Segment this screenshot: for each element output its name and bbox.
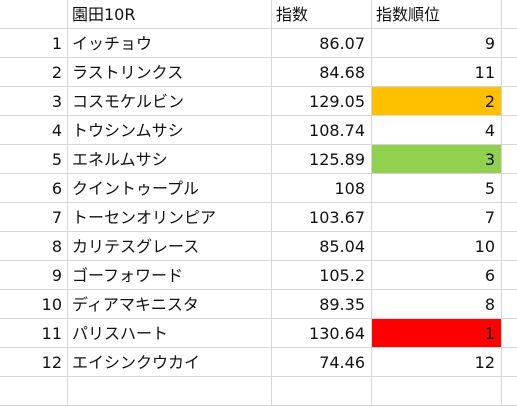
rank-cell[interactable]: 7 <box>372 203 502 232</box>
index-cell[interactable]: 105.2 <box>272 261 372 290</box>
cell-empty[interactable] <box>502 203 517 232</box>
header-cell-blank[interactable] <box>0 0 68 29</box>
index-cell[interactable]: 103.67 <box>272 203 372 232</box>
horse-name-cell[interactable]: エイシンクウカイ <box>68 348 272 377</box>
index-cell[interactable]: 86.07 <box>272 29 372 58</box>
table-row: 4 トウシンムサシ 108.74 4 <box>0 116 517 145</box>
rank-cell[interactable]: 3 <box>372 145 502 174</box>
cell-empty[interactable] <box>502 348 517 377</box>
row-number-cell[interactable]: 9 <box>0 261 68 290</box>
cell-empty[interactable] <box>502 87 517 116</box>
row-number-cell[interactable]: 10 <box>0 290 68 319</box>
horse-name-cell[interactable]: クイントゥープル <box>68 174 272 203</box>
index-cell[interactable]: 130.64 <box>272 319 372 348</box>
horse-name-cell[interactable]: ディアマキニスタ <box>68 290 272 319</box>
rank-cell[interactable]: 5 <box>372 174 502 203</box>
cell-empty[interactable] <box>502 145 517 174</box>
cell-empty[interactable] <box>502 0 517 29</box>
index-cell[interactable]: 129.05 <box>272 87 372 116</box>
horse-name-cell[interactable]: トウシンムサシ <box>68 116 272 145</box>
cell-empty[interactable] <box>502 116 517 145</box>
table-row: 2 ラストリンクス 84.68 11 <box>0 58 517 87</box>
rank-cell[interactable]: 12 <box>372 348 502 377</box>
horse-name-cell[interactable]: コスモケルビン <box>68 87 272 116</box>
empty-row <box>0 377 517 406</box>
rank-cell[interactable]: 2 <box>372 87 502 116</box>
table-row: 10 ディアマキニスタ 89.35 8 <box>0 290 517 319</box>
row-number-cell[interactable]: 5 <box>0 145 68 174</box>
header-cell-name[interactable]: 園田10R <box>68 0 272 29</box>
rank-cell[interactable]: 1 <box>372 319 502 348</box>
horse-name-cell[interactable]: カリテスグレース <box>68 232 272 261</box>
index-cell[interactable]: 84.68 <box>272 58 372 87</box>
rank-cell[interactable]: 11 <box>372 58 502 87</box>
cell-empty[interactable] <box>502 261 517 290</box>
cell-empty[interactable] <box>502 290 517 319</box>
cell-empty[interactable] <box>502 29 517 58</box>
cell-empty[interactable] <box>372 377 502 406</box>
row-number-cell[interactable]: 4 <box>0 116 68 145</box>
index-cell[interactable]: 125.89 <box>272 145 372 174</box>
horse-name-cell[interactable]: パリスハート <box>68 319 272 348</box>
row-number-cell[interactable]: 1 <box>0 29 68 58</box>
row-number-cell[interactable]: 11 <box>0 319 68 348</box>
cell-empty[interactable] <box>502 319 517 348</box>
table-row: 11 パリスハート 130.64 1 <box>0 319 517 348</box>
table-row: 8 カリテスグレース 85.04 10 <box>0 232 517 261</box>
table-row: 12 エイシンクウカイ 74.46 12 <box>0 348 517 377</box>
index-cell[interactable]: 89.35 <box>272 290 372 319</box>
horse-name-cell[interactable]: ゴーフォワード <box>68 261 272 290</box>
cell-empty[interactable] <box>68 377 272 406</box>
table-row: 5 エネルムサシ 125.89 3 <box>0 145 517 174</box>
index-cell[interactable]: 85.04 <box>272 232 372 261</box>
header-row: 園田10R 指数 指数順位 <box>0 0 517 29</box>
header-cell-index[interactable]: 指数 <box>272 0 372 29</box>
header-cell-rank[interactable]: 指数順位 <box>372 0 502 29</box>
table-row: 9 ゴーフォワード 105.2 6 <box>0 261 517 290</box>
horse-name-cell[interactable]: エネルムサシ <box>68 145 272 174</box>
cell-empty[interactable] <box>502 58 517 87</box>
cell-empty[interactable] <box>272 377 372 406</box>
cell-empty[interactable] <box>502 377 517 406</box>
index-cell[interactable]: 74.46 <box>272 348 372 377</box>
table-row: 6 クイントゥープル 108 5 <box>0 174 517 203</box>
row-number-cell[interactable]: 12 <box>0 348 68 377</box>
index-cell[interactable]: 108 <box>272 174 372 203</box>
row-number-cell[interactable]: 6 <box>0 174 68 203</box>
rank-cell[interactable]: 8 <box>372 290 502 319</box>
row-number-cell[interactable]: 7 <box>0 203 68 232</box>
cell-empty[interactable] <box>0 377 68 406</box>
table-row: 7 トーセンオリンピア 103.67 7 <box>0 203 517 232</box>
table-row: 1 イッチョウ 86.07 9 <box>0 29 517 58</box>
row-number-cell[interactable]: 2 <box>0 58 68 87</box>
rank-cell[interactable]: 4 <box>372 116 502 145</box>
index-cell[interactable]: 108.74 <box>272 116 372 145</box>
cell-empty[interactable] <box>502 232 517 261</box>
horse-name-cell[interactable]: イッチョウ <box>68 29 272 58</box>
row-number-cell[interactable]: 8 <box>0 232 68 261</box>
horse-name-cell[interactable]: ラストリンクス <box>68 58 272 87</box>
cell-empty[interactable] <box>502 174 517 203</box>
table-row: 3 コスモケルビン 129.05 2 <box>0 87 517 116</box>
rank-cell[interactable]: 6 <box>372 261 502 290</box>
rank-cell[interactable]: 10 <box>372 232 502 261</box>
horse-name-cell[interactable]: トーセンオリンピア <box>68 203 272 232</box>
rank-cell[interactable]: 9 <box>372 29 502 58</box>
row-number-cell[interactable]: 3 <box>0 87 68 116</box>
